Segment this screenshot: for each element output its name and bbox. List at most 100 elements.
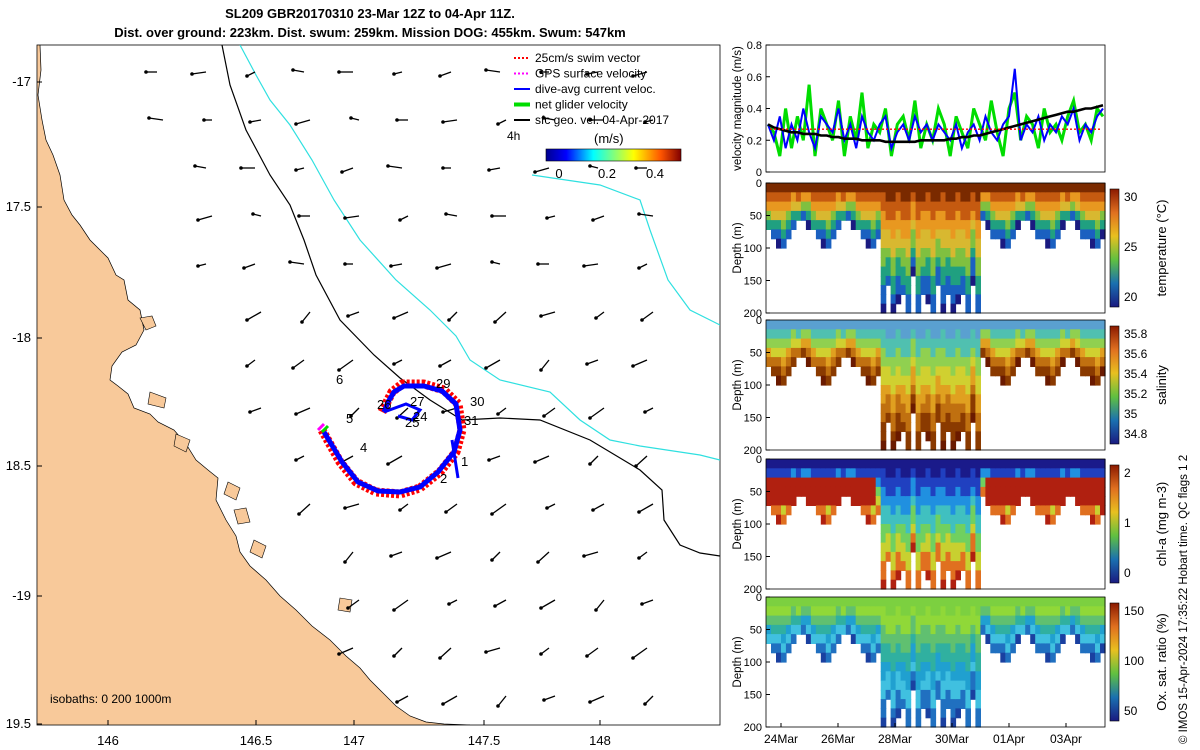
heat-cell xyxy=(800,624,807,635)
heat-cell xyxy=(1100,229,1106,240)
heat-cell xyxy=(880,440,887,451)
heat-cell xyxy=(895,652,902,663)
heat-cell xyxy=(1075,496,1081,506)
figure-title-line2: Dist. over ground: 223km. Dist. swum: 25… xyxy=(114,25,626,40)
heat-cell xyxy=(865,514,872,525)
heat-cell xyxy=(1000,459,1006,469)
heat-cell xyxy=(830,486,837,497)
heat-cell xyxy=(810,634,817,644)
heat-cell xyxy=(905,412,912,423)
heat-cell xyxy=(825,505,832,516)
heat-cell xyxy=(950,412,957,423)
heat-cell xyxy=(1030,320,1036,330)
heat-cell xyxy=(925,183,932,193)
heat-cell xyxy=(940,357,947,367)
heat-cell xyxy=(870,514,877,525)
heat-cell xyxy=(1005,192,1011,203)
velocity-ylabel: velocity magnitude (m/s) xyxy=(732,46,744,171)
heat-cell xyxy=(1065,183,1071,193)
heat-cell xyxy=(1075,468,1081,479)
heat-cell xyxy=(785,329,792,340)
depth-y-tick: 100 xyxy=(744,380,762,392)
heat-cell xyxy=(920,329,927,340)
heat-cell xyxy=(880,579,887,590)
heat-cell xyxy=(975,652,981,663)
heat-cell xyxy=(880,394,887,405)
heat-cell xyxy=(781,459,787,469)
heat-cell xyxy=(975,201,981,212)
heat-cell xyxy=(1035,229,1041,240)
heat-cell xyxy=(985,634,991,644)
heat-cell xyxy=(885,320,892,330)
heat-cell xyxy=(776,320,782,330)
heat-cell xyxy=(950,375,957,386)
heat-cell xyxy=(910,248,917,258)
heat-cell xyxy=(930,524,937,534)
depth-y-tick: 0 xyxy=(756,178,762,190)
heat-cell xyxy=(975,708,981,719)
heat-cell xyxy=(975,717,981,728)
heat-cell xyxy=(1010,468,1016,479)
heat-cell xyxy=(950,606,957,617)
heat-cell xyxy=(1055,624,1061,635)
heat-cell xyxy=(1090,459,1096,469)
heat-cell xyxy=(1085,615,1091,626)
heat-cell xyxy=(865,496,872,506)
heat-cell xyxy=(975,505,981,516)
heat-cell xyxy=(781,229,787,240)
heat-cell xyxy=(1025,597,1031,607)
heat-cell xyxy=(855,320,862,330)
heat-cell xyxy=(885,403,892,414)
heat-cell xyxy=(940,551,947,562)
heat-cell xyxy=(930,201,937,212)
heat-cell xyxy=(781,597,787,607)
heat-cell xyxy=(830,597,837,607)
day-label: 26 xyxy=(377,397,391,412)
heat-cell xyxy=(820,366,827,377)
heat-cell xyxy=(1005,615,1011,626)
heat-cell xyxy=(885,275,892,286)
current-vector xyxy=(641,311,654,321)
heat-cell xyxy=(915,366,922,377)
heat-cell xyxy=(920,347,927,358)
heat-cell xyxy=(930,486,937,497)
heat-cell xyxy=(945,699,952,709)
heat-cell xyxy=(880,183,887,193)
heat-cell xyxy=(785,357,792,367)
heat-cell xyxy=(985,615,991,626)
heat-cell xyxy=(975,689,981,700)
heat-cell xyxy=(890,708,897,719)
heat-cell xyxy=(825,496,832,506)
heat-cell xyxy=(900,689,907,700)
heat-cell xyxy=(810,220,817,230)
heat-cell xyxy=(910,643,917,654)
heat-cell xyxy=(800,486,807,497)
heat-cell xyxy=(930,533,937,544)
heat-cell xyxy=(1050,192,1056,203)
heat-cell xyxy=(1035,459,1041,469)
heat-cell xyxy=(955,257,961,268)
heat-cell xyxy=(1090,624,1096,635)
heat-cell xyxy=(995,347,1001,358)
day-label: 24 xyxy=(413,409,427,424)
heat-cell xyxy=(975,192,981,203)
heat-cell xyxy=(975,524,981,534)
heat-cell xyxy=(860,606,867,617)
heat-cell xyxy=(781,338,787,349)
heat-cell xyxy=(900,338,907,349)
heat-cell xyxy=(880,266,887,277)
heat-cell xyxy=(905,708,912,719)
heat-cell xyxy=(960,514,966,525)
heat-cell xyxy=(860,366,867,377)
heat-cell xyxy=(776,486,782,497)
heat-cell xyxy=(1065,320,1071,330)
heat-cell xyxy=(1045,606,1051,617)
heat-cell xyxy=(1020,320,1026,330)
heat-cell xyxy=(875,183,882,193)
heat-cell xyxy=(925,514,932,525)
heat-cell xyxy=(1040,597,1046,607)
heat-cell xyxy=(950,708,957,719)
heat-cell xyxy=(940,662,947,672)
heat-cell xyxy=(805,201,812,212)
